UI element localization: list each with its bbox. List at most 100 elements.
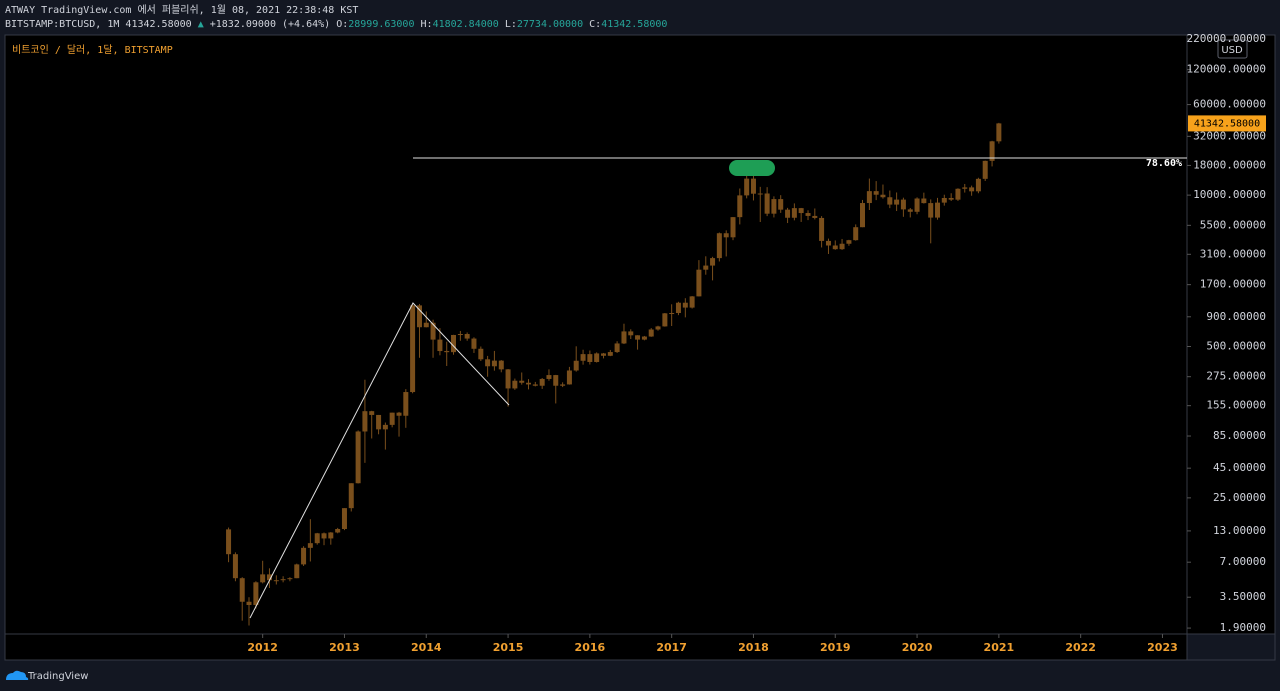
candle-body	[539, 378, 545, 386]
chart-title: 비트코인 / 달러, 1달, BITSTAMP	[12, 44, 173, 56]
candle-body	[526, 382, 532, 385]
brand: TradingView	[27, 671, 88, 682]
candle-body	[287, 578, 293, 580]
candle-body	[341, 508, 347, 530]
candle-body	[791, 208, 797, 218]
y-tick-label: 1700.00000	[1200, 278, 1266, 291]
candle-body	[887, 197, 893, 205]
y-tick-label: 220000.00000	[1187, 32, 1266, 45]
candle-body	[226, 529, 232, 555]
candle-body	[744, 178, 750, 196]
candle-body	[532, 384, 538, 386]
candle-body	[294, 564, 300, 579]
fib-level-label: 78.60%	[1146, 158, 1182, 169]
candle-body	[301, 547, 307, 565]
candle-body	[641, 336, 647, 340]
candle-body	[382, 424, 388, 430]
y-tick-label: 1.90000	[1220, 621, 1266, 634]
candle-body	[512, 380, 518, 389]
footer-brand: TradingView	[6, 670, 88, 682]
candle-body	[969, 187, 975, 192]
candle-body	[410, 305, 416, 393]
candle-body	[566, 370, 572, 385]
candle-body	[307, 543, 313, 548]
ohlc-label: H:	[421, 19, 433, 30]
candle-body	[273, 580, 279, 582]
x-tick-label: 2017	[656, 641, 687, 654]
candle-body	[498, 360, 504, 370]
candle-body	[648, 329, 654, 337]
y-tick-label: 5500.00000	[1200, 218, 1266, 231]
candle-body	[389, 412, 395, 425]
candle-body	[798, 208, 804, 214]
candle-body	[723, 233, 729, 238]
candle-body	[396, 412, 402, 416]
candle-body	[635, 335, 641, 340]
candle-body	[491, 360, 497, 367]
logo	[6, 670, 29, 680]
candle-body	[866, 191, 872, 204]
candle-body	[403, 392, 409, 416]
candle-body	[266, 574, 272, 581]
ohlc-label: C:	[589, 19, 601, 30]
candle-body	[485, 359, 491, 367]
candle-body	[941, 197, 947, 203]
y-tick-label: 13.00000	[1213, 524, 1266, 537]
x-tick-label: 2015	[493, 641, 524, 654]
candle-body	[553, 375, 559, 386]
candle-body	[621, 331, 627, 344]
y-tick-label: 10000.00000	[1193, 188, 1266, 201]
y-tick-label: 60000.00000	[1193, 98, 1266, 111]
candle-body	[662, 313, 668, 327]
candle-body	[478, 348, 484, 360]
candle-body	[696, 269, 702, 297]
candle-body	[614, 343, 620, 353]
candle-body	[573, 360, 579, 371]
price-axis	[1187, 35, 1275, 634]
publish-info: ATWAY TradingView.com 에서 퍼블리쉬, 1월 08, 20…	[5, 4, 358, 16]
candle-body	[812, 215, 818, 218]
candle-body	[880, 194, 886, 198]
change: +1832.09000 (+4.64%)	[210, 19, 330, 30]
time-axis	[5, 634, 1187, 660]
candle-body	[546, 375, 552, 379]
candle-body	[628, 331, 634, 336]
candle-body	[689, 296, 695, 308]
candle-body	[601, 353, 607, 356]
frame	[4, 34, 1276, 661]
last-price-label: 41342.58000	[1194, 118, 1260, 129]
candle-body	[328, 532, 334, 539]
y-tick-label: 45.00000	[1213, 461, 1266, 474]
currency-box	[1217, 39, 1248, 59]
candle-body	[280, 579, 286, 581]
price: 41342.58000	[125, 19, 191, 30]
candle-body	[737, 195, 743, 218]
candle-body	[989, 141, 995, 161]
candle-body	[348, 483, 354, 509]
candle-body	[962, 187, 968, 189]
highlight-marker	[729, 160, 775, 176]
candle-body	[437, 339, 443, 352]
y-tick-label: 275.00000	[1206, 370, 1266, 383]
candle-body	[935, 202, 941, 218]
x-tick-label: 2020	[902, 641, 933, 654]
candle-body	[314, 533, 320, 544]
candle-body	[464, 334, 470, 339]
x-tick-label: 2021	[984, 641, 1015, 654]
candle-body	[778, 199, 784, 210]
ohlc-value: 41342.58000	[601, 19, 667, 30]
candle-body	[246, 601, 252, 606]
y-tick-label: 25.00000	[1213, 491, 1266, 504]
candles	[226, 122, 1002, 626]
y-tick-label: 155.00000	[1206, 399, 1266, 412]
y-tick-label: 32000.00000	[1193, 129, 1266, 142]
candle-body	[594, 353, 600, 362]
candle-body	[975, 178, 981, 192]
candle-body	[716, 233, 722, 259]
plot-area	[5, 35, 1187, 634]
candle-body	[587, 354, 593, 362]
candle-body	[369, 411, 375, 415]
y-tick-label: 18000.00000	[1193, 158, 1266, 171]
candle-body	[669, 313, 675, 315]
